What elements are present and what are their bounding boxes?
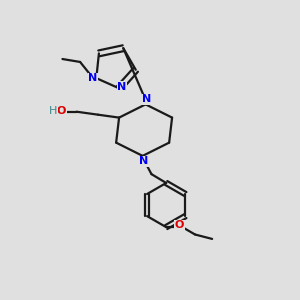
Text: N: N [88,73,98,83]
Text: O: O [175,220,184,230]
Text: H: H [49,106,57,116]
Text: N: N [142,94,152,104]
Text: N: N [140,156,149,166]
Text: O: O [57,106,66,116]
Text: N: N [117,82,127,92]
